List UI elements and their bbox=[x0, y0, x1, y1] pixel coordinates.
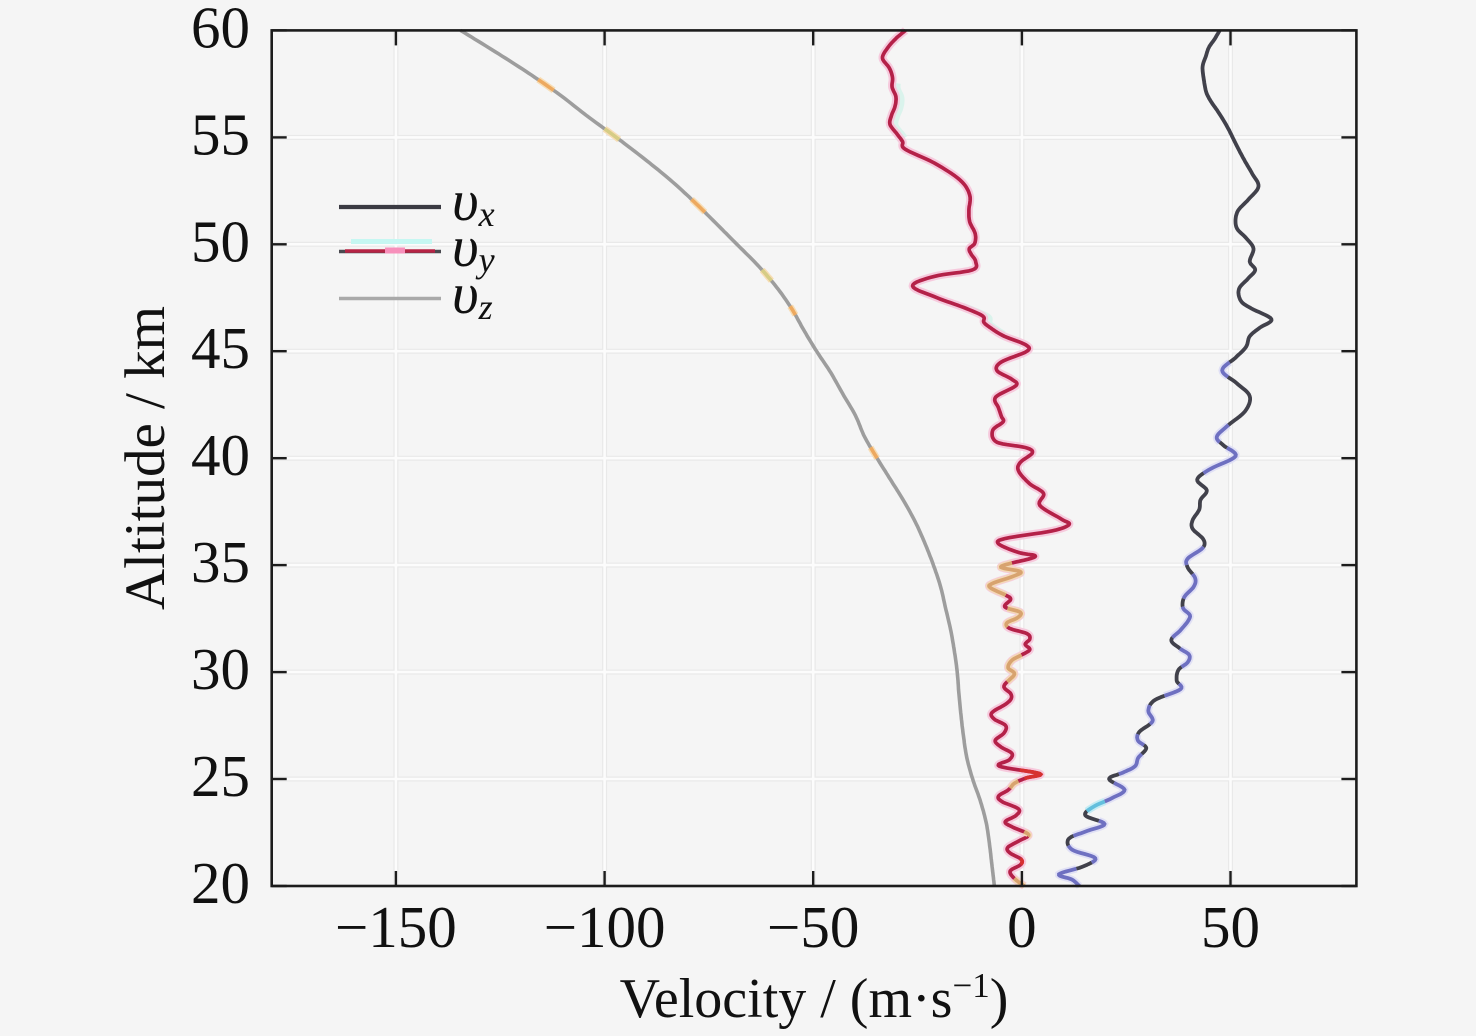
svg-text:Altitude / km: Altitude / km bbox=[114, 306, 177, 610]
svg-text:50: 50 bbox=[191, 208, 250, 274]
svg-text:−100: −100 bbox=[544, 894, 666, 960]
svg-text:−50: −50 bbox=[767, 894, 859, 960]
svg-text:45: 45 bbox=[191, 315, 250, 381]
svg-text:20: 20 bbox=[191, 850, 250, 916]
svg-text:55: 55 bbox=[191, 101, 250, 167]
svg-text:50: 50 bbox=[1201, 894, 1260, 960]
svg-text:40: 40 bbox=[191, 422, 250, 488]
svg-text:−150: −150 bbox=[335, 894, 457, 960]
svg-text:35: 35 bbox=[191, 529, 250, 595]
svg-text:60: 60 bbox=[191, 0, 250, 60]
svg-text:30: 30 bbox=[191, 636, 250, 702]
svg-text:Velocity / (m·s−1): Velocity / (m·s−1) bbox=[620, 966, 1009, 1030]
svg-text:25: 25 bbox=[191, 743, 250, 809]
svg-text:0: 0 bbox=[1007, 894, 1037, 960]
